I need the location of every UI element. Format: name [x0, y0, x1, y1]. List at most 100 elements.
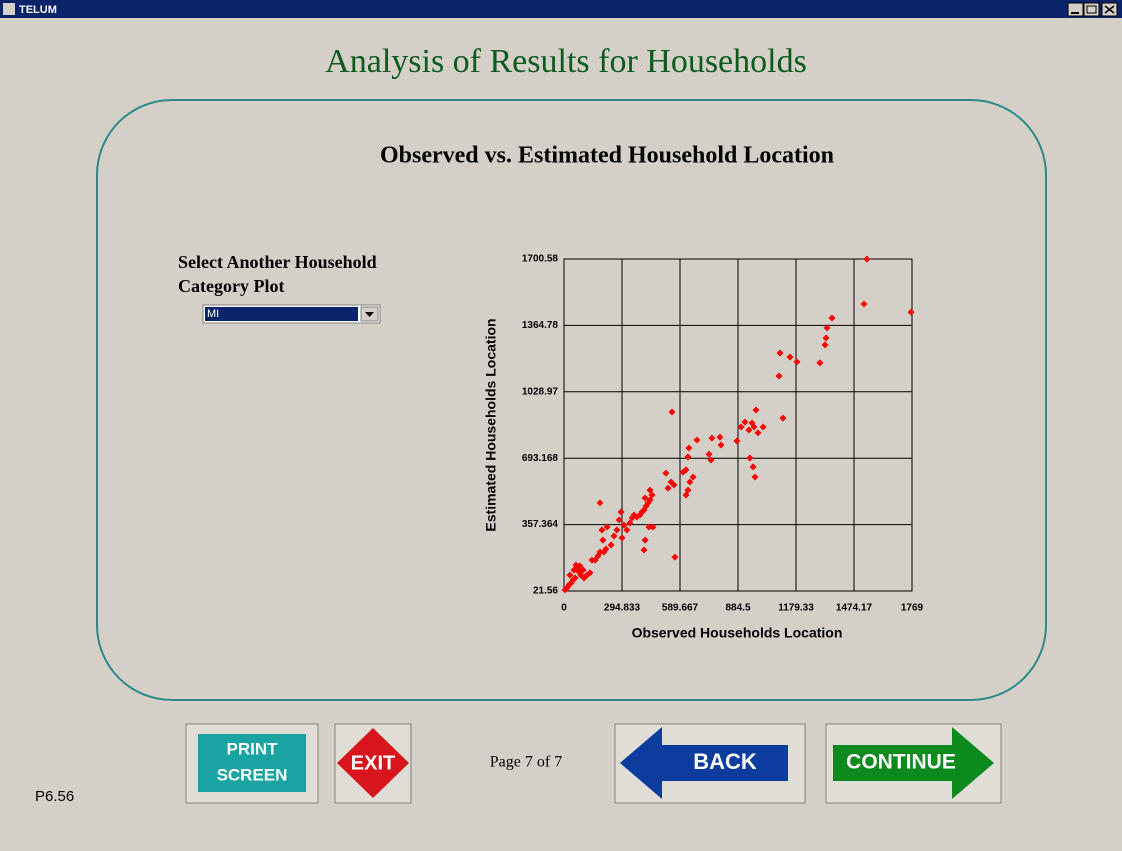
data-point	[741, 418, 749, 426]
continue-arrow	[833, 727, 994, 799]
data-point	[821, 341, 829, 349]
data-point	[745, 426, 753, 434]
y-tick-label: 357.364	[522, 519, 559, 530]
page-title: Analysis of Results for Households	[325, 43, 807, 80]
data-point	[822, 334, 830, 342]
button-label: SCREEN	[217, 765, 288, 784]
data-point	[640, 546, 648, 554]
print-screen-button[interactable]: PRINT SCREEN	[185, 723, 319, 804]
exit-button[interactable]: EXIT	[334, 723, 412, 804]
data-point	[754, 429, 762, 437]
data-point	[752, 406, 760, 414]
data-point	[649, 523, 657, 531]
dropdown[interactable]: MI	[202, 304, 381, 324]
title-bar	[0, 0, 1122, 18]
data-point	[586, 569, 594, 577]
data-point	[717, 441, 725, 449]
data-point	[591, 556, 599, 564]
exit-diamond	[337, 728, 409, 798]
data-point	[576, 562, 584, 570]
data-point	[646, 486, 654, 494]
y-tick-label: 693.168	[522, 453, 559, 464]
chart-title: Observed vs. Estimated Household Locatio…	[380, 143, 834, 169]
data-point	[779, 414, 787, 422]
data-point	[751, 473, 759, 481]
data-point	[828, 314, 836, 322]
dropdown-value: MI	[207, 308, 219, 320]
data-point	[603, 523, 611, 531]
continue-button[interactable]: CONTINUE	[825, 723, 1002, 804]
x-tick-label: 294.833	[604, 603, 641, 614]
x-tick-label: 1474.17	[836, 603, 873, 614]
data-point	[636, 511, 644, 519]
data-point	[686, 478, 694, 486]
page-code: P6.56	[35, 788, 74, 805]
data-point	[684, 486, 692, 494]
data-point	[664, 484, 672, 492]
x-tick-label: 589.667	[662, 603, 699, 614]
data-point	[615, 516, 623, 524]
y-tick-label: 21.56	[533, 586, 558, 597]
maximize-button[interactable]	[1083, 2, 1100, 17]
data-point	[907, 308, 915, 316]
minimize-button[interactable]	[1067, 2, 1084, 17]
data-point	[620, 521, 628, 529]
y-tick-label: 1700.58	[522, 254, 559, 265]
data-point	[599, 536, 607, 544]
data-point	[571, 574, 579, 582]
data-point	[786, 353, 794, 361]
data-point	[645, 523, 653, 531]
x-tick-label: 884.5	[725, 603, 750, 614]
data-point	[671, 553, 679, 561]
data-point	[816, 359, 824, 367]
x-tick-label: 0	[561, 603, 567, 614]
window-controls[interactable]	[1067, 2, 1118, 17]
data-point	[759, 423, 767, 431]
x-axis-label: Observed Households Location	[632, 625, 843, 641]
data-point	[705, 450, 713, 458]
data-point	[689, 473, 697, 481]
plot: 21.56 357.364 693.168 1028.97 1364.78 1700.58…	[522, 254, 924, 614]
data-point	[596, 548, 604, 556]
data-point	[618, 534, 626, 542]
data-point	[716, 433, 724, 441]
y-tick-label: 1364.78	[522, 320, 559, 331]
data-point	[746, 454, 754, 462]
data-point	[566, 571, 574, 579]
button-label: EXIT	[351, 752, 395, 774]
dropdown-selection	[205, 307, 358, 321]
back-button[interactable]: BACK	[614, 723, 806, 804]
data-point	[775, 372, 783, 380]
selector-label: Select Another Household	[178, 252, 377, 272]
data-point	[596, 499, 604, 507]
selector-label: Category Plot	[178, 276, 284, 296]
data-point	[670, 481, 678, 489]
data-point	[863, 255, 871, 263]
data-point	[662, 469, 670, 477]
data-point	[598, 526, 606, 534]
data-point	[682, 466, 690, 474]
data-point	[750, 423, 758, 431]
data-point	[623, 526, 631, 534]
data-point	[737, 423, 745, 431]
button-label: BACK	[693, 749, 757, 774]
window-title: TELUM	[19, 4, 57, 16]
x-tick-label: 1179.33	[778, 603, 814, 614]
data-point	[707, 456, 715, 464]
y-tick-label: 1028.97	[522, 386, 559, 397]
button-label: CONTINUE	[846, 751, 956, 774]
data-point	[733, 437, 741, 445]
data-point	[617, 508, 625, 516]
data-point	[860, 300, 868, 308]
back-arrow	[620, 727, 788, 799]
data-point	[607, 541, 615, 549]
data-point	[579, 566, 587, 574]
data-point	[749, 463, 757, 471]
data-point	[708, 434, 716, 442]
data-point	[793, 358, 801, 366]
x-tick-label: 1769	[901, 603, 924, 614]
panel-border	[96, 99, 1047, 701]
data-point	[776, 349, 784, 357]
